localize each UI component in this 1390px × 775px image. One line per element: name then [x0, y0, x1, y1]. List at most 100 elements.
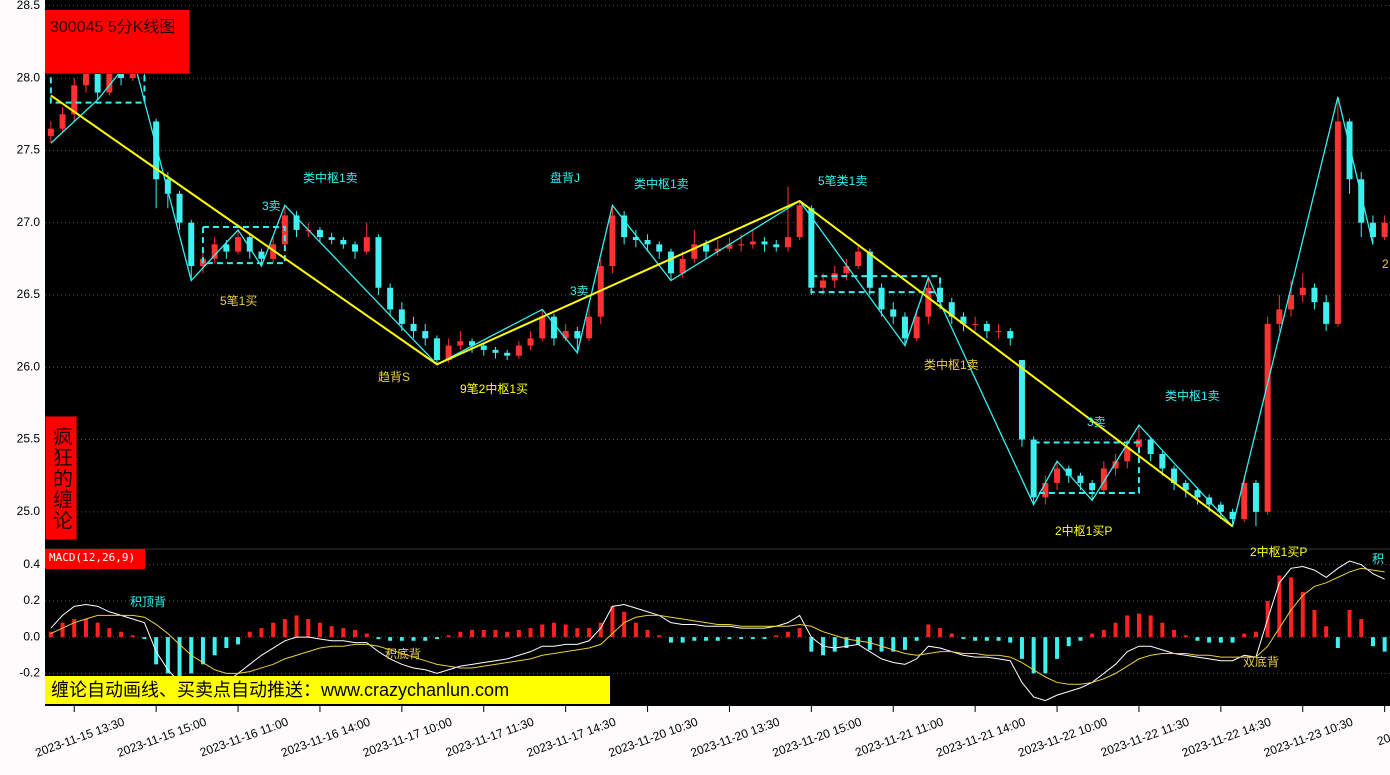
candle-body: [866, 251, 873, 288]
annotation: 5笔1买: [220, 293, 257, 308]
candle-body: [1147, 439, 1154, 455]
y-tick-label: 28.0: [17, 70, 41, 84]
candle-body: [258, 251, 265, 259]
candle-body: [363, 237, 370, 252]
candle-body: [1194, 490, 1201, 498]
candle-body: [188, 222, 195, 267]
candle-body: [515, 345, 522, 356]
annotation: 趋背S: [378, 370, 410, 384]
candle-body: [1007, 331, 1014, 339]
candle-body: [972, 323, 979, 325]
candle-body: [316, 229, 323, 238]
segment-line: [50, 94, 1234, 528]
candle-body: [773, 244, 780, 248]
candle-body: [340, 240, 347, 245]
candle-body: [574, 331, 581, 339]
x-tick-label: 2023-11-16 14:00: [279, 715, 372, 760]
side-label: 疯狂的缠论: [45, 416, 77, 540]
candle-body: [691, 244, 698, 259]
candle-body: [656, 244, 663, 252]
y-tick-label: 26.0: [17, 359, 41, 373]
candle-body: [539, 316, 546, 339]
candle-body: [47, 128, 54, 136]
candle-body: [1112, 461, 1119, 469]
banner: 缠论自动画线、买卖点自动推送：www.crazychanlun.com: [45, 676, 610, 704]
annotation: 积: [1372, 552, 1384, 566]
candle-body: [235, 237, 242, 252]
stroke-line: [50, 54, 1374, 528]
macd-line: [50, 560, 1385, 702]
candle-body: [164, 179, 171, 194]
candle-body: [749, 241, 756, 245]
zhongshu-box: [49, 48, 146, 104]
candle-body: [457, 341, 464, 346]
candle-body: [328, 237, 335, 241]
candle-body: [901, 316, 908, 339]
candle-body: [621, 215, 628, 238]
candle-body: [913, 316, 920, 339]
x-tick-label: 2023-11-21 11:00: [853, 715, 945, 760]
candle-body: [445, 345, 452, 361]
candle-body: [1229, 511, 1236, 520]
zhongshu-box: [810, 275, 942, 294]
candle-body: [1346, 121, 1353, 180]
candle-body: [176, 193, 183, 223]
candle-body: [609, 215, 616, 267]
candle-body: [71, 85, 78, 115]
candle-body: [1334, 121, 1341, 324]
candle-body: [1042, 482, 1049, 498]
x-tick-label: 2023-11-15 13:30: [33, 715, 126, 760]
x-tick-label: 2023-11-23 10:30: [1262, 715, 1355, 760]
candle-body: [59, 114, 66, 129]
candle-body: [82, 63, 89, 86]
candle-body: [644, 240, 651, 245]
candle-body: [1323, 302, 1330, 324]
candle-body: [1299, 287, 1306, 295]
candle-body: [726, 244, 733, 249]
candle-body: [504, 352, 511, 356]
candle-body: [1159, 454, 1166, 469]
candle-body: [925, 287, 932, 317]
candle-body: [878, 287, 885, 310]
y-tick-label: 25.5: [17, 432, 41, 446]
candle-body: [387, 287, 394, 310]
candle-body: [106, 70, 113, 93]
candle-body: [960, 316, 967, 324]
x-tick-label: 2023-11-15 15:00: [115, 715, 208, 760]
macd-title: MACD(12,26,9): [45, 549, 145, 569]
annotation: 双底背: [1243, 654, 1279, 669]
candle-body: [995, 331, 1002, 333]
candle-body: [422, 331, 429, 339]
y-tick-label: 27.5: [17, 143, 41, 157]
candle-body: [492, 349, 499, 353]
candle-body: [211, 244, 218, 259]
candle-body: [1054, 468, 1061, 483]
x-tick-label: 2023-11-20 10:30: [607, 715, 700, 760]
candle-body: [1311, 287, 1318, 303]
candle-body: [1065, 468, 1072, 476]
candle-body: [118, 70, 125, 79]
candle-body: [153, 121, 160, 180]
candle-body: [1369, 222, 1376, 238]
candle-body: [1264, 323, 1271, 512]
candle-body: [820, 280, 827, 288]
candle-body: [352, 244, 359, 252]
x-tick-label: 2023-11-23: [1375, 715, 1390, 749]
candle-body: [843, 266, 850, 274]
candle-body: [1252, 482, 1259, 512]
annotation: 类中枢1卖: [634, 176, 689, 191]
candle-body: [433, 338, 440, 361]
candle-body: [1100, 468, 1107, 491]
candle-body: [761, 241, 768, 245]
annotation: 积顶背: [130, 595, 166, 609]
candle-body: [948, 302, 955, 317]
candle-body: [270, 244, 277, 259]
candle-body: [1077, 475, 1084, 483]
annotation: 3卖: [570, 284, 589, 298]
candle-body: [469, 341, 476, 346]
zhongshu-box: [201, 226, 286, 265]
candle-body: [246, 237, 253, 252]
candle-body: [714, 248, 721, 252]
annotation: 类中枢1卖: [303, 170, 358, 185]
x-tick-label: 2023-11-22 10:00: [1016, 715, 1109, 760]
